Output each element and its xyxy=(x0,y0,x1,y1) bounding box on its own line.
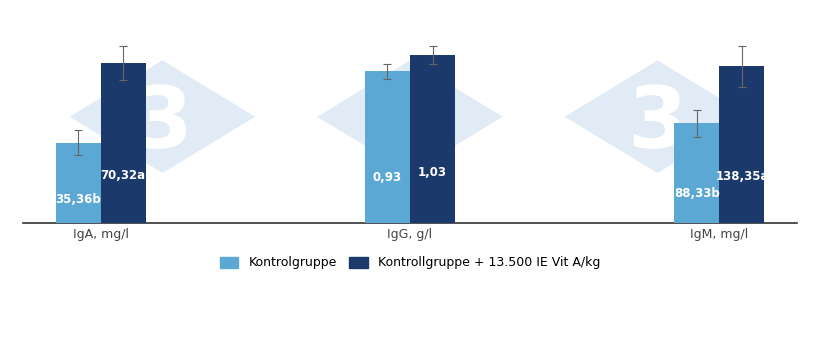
Polygon shape xyxy=(564,60,749,173)
Bar xyxy=(101,63,146,223)
Bar xyxy=(718,66,763,223)
Bar xyxy=(410,55,455,223)
Text: 35,36b: 35,36b xyxy=(55,193,101,206)
Bar xyxy=(673,123,718,223)
Text: 70,32a: 70,32a xyxy=(101,169,146,182)
Text: 3: 3 xyxy=(627,83,686,166)
Text: 138,35a: 138,35a xyxy=(714,170,767,183)
Text: 88,33b: 88,33b xyxy=(673,187,719,200)
Bar xyxy=(56,143,101,223)
Legend: Kontrolgruppe, Kontrollgruppe + 13.500 IE Vit A/kg: Kontrolgruppe, Kontrollgruppe + 13.500 I… xyxy=(215,252,604,274)
Text: 3: 3 xyxy=(133,83,192,166)
Polygon shape xyxy=(70,60,255,173)
Polygon shape xyxy=(317,60,502,173)
Text: 1,03: 1,03 xyxy=(418,166,446,179)
Bar xyxy=(364,72,410,223)
Text: 3: 3 xyxy=(379,83,440,166)
Text: 0,93: 0,93 xyxy=(373,171,401,184)
